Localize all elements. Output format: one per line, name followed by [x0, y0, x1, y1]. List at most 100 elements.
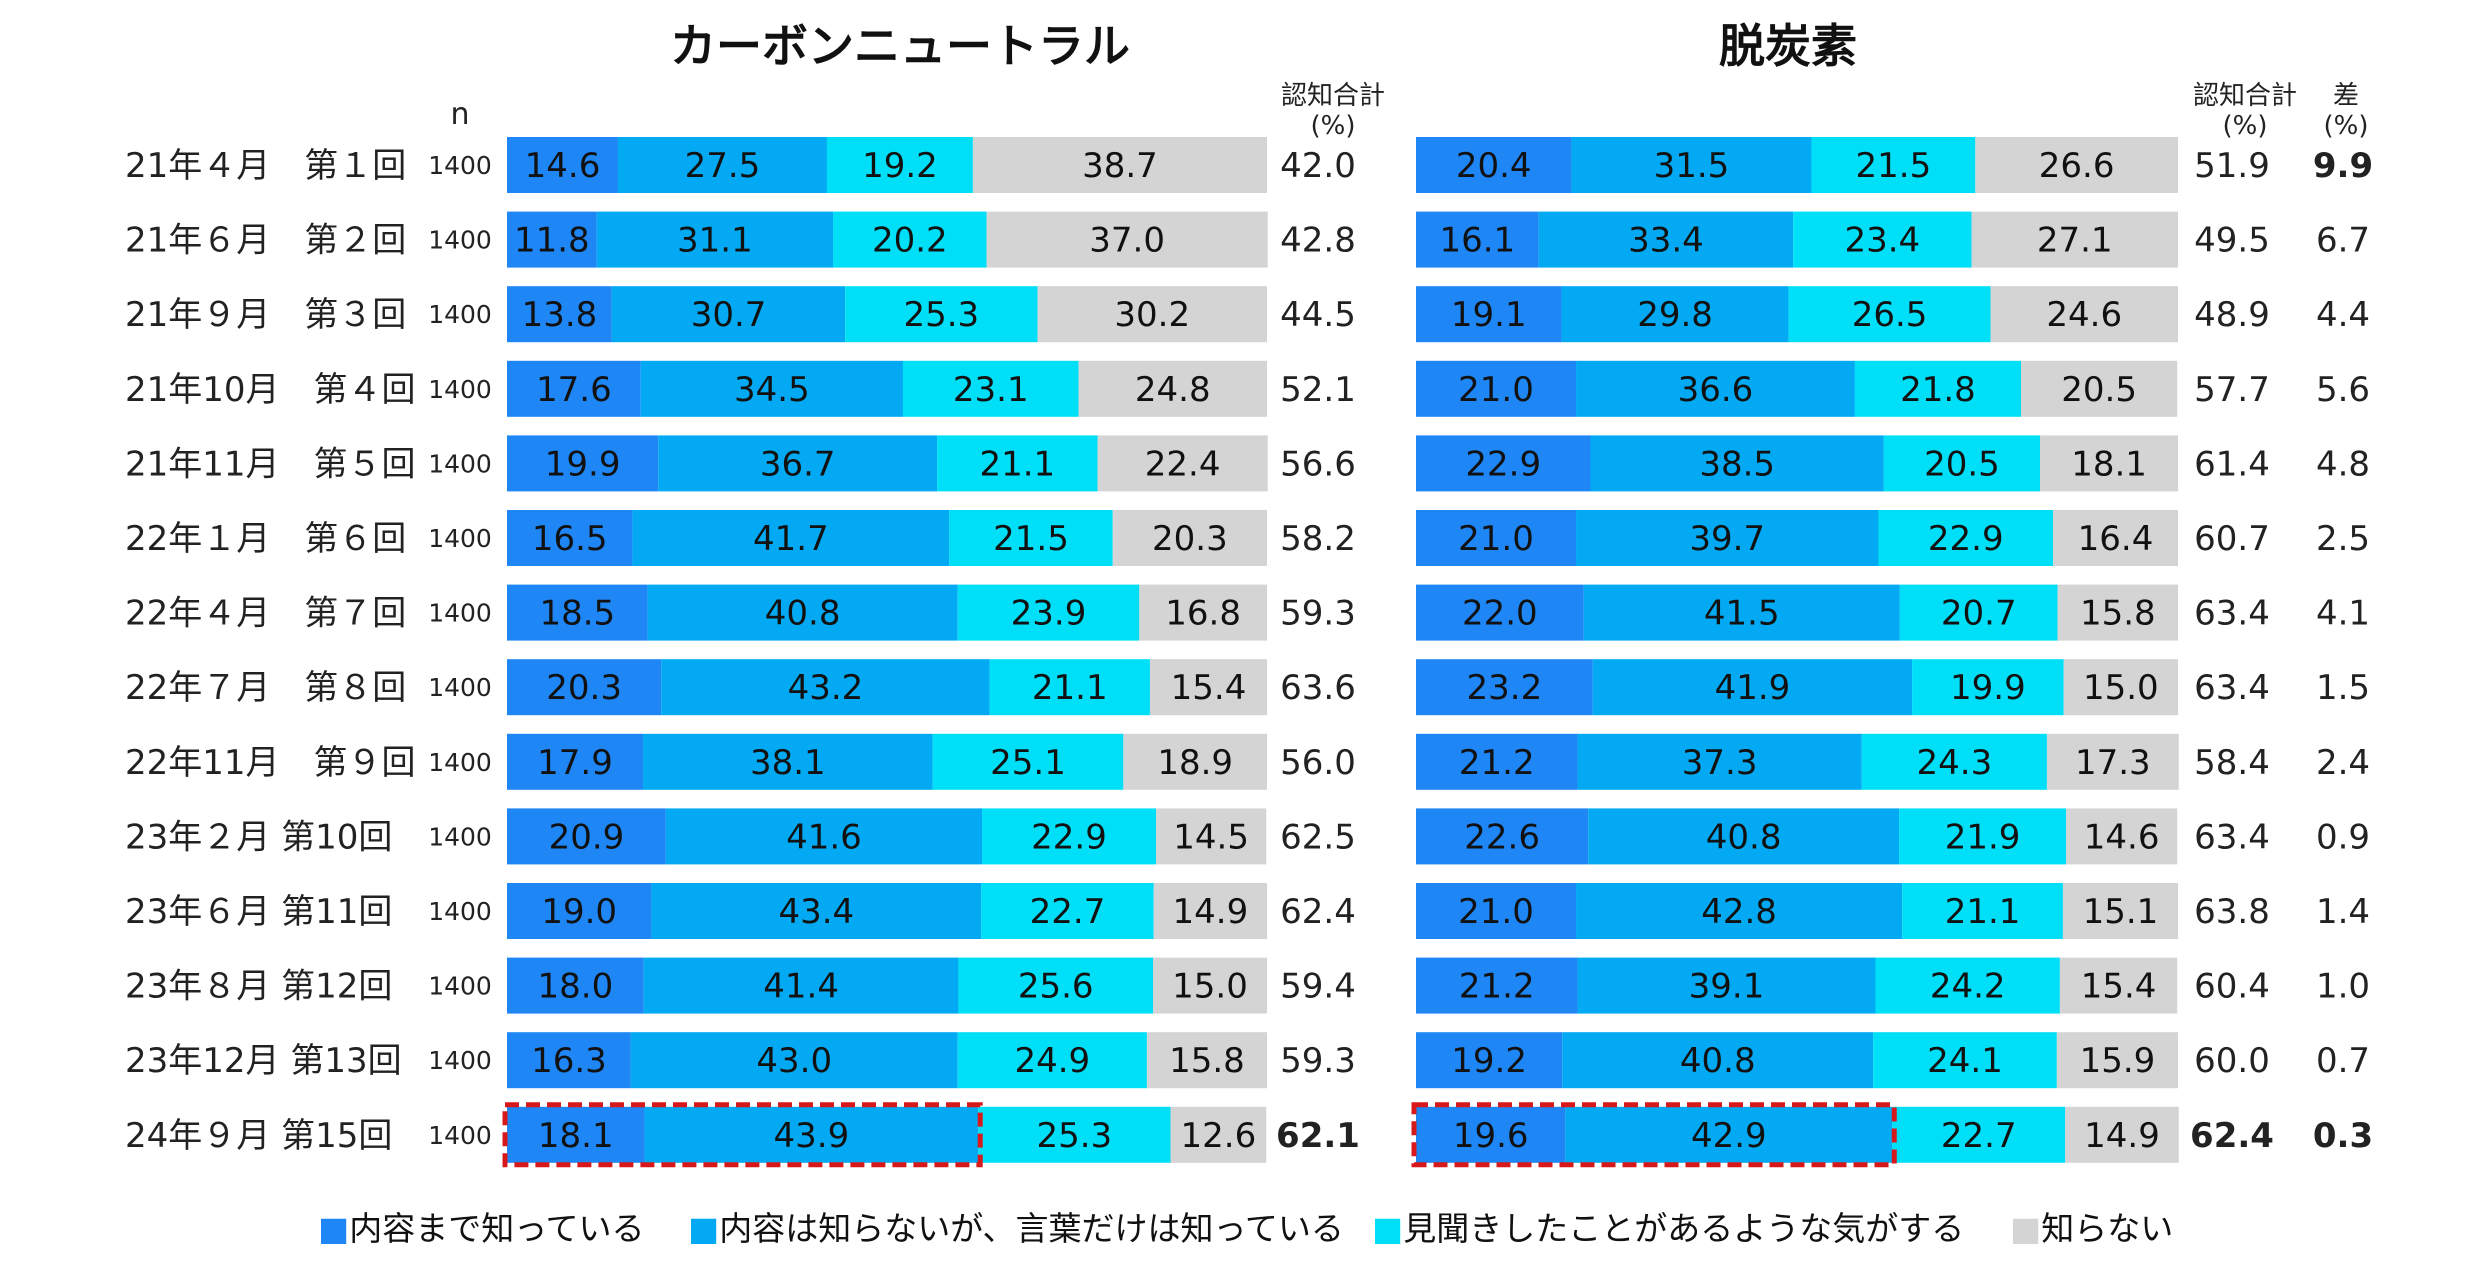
left-bar-10-seg-1 [651, 883, 982, 939]
left-bar-2-seg-1 [611, 286, 846, 343]
legend-swatch-1: ■ [688, 1209, 719, 1248]
right-total-7: 63.4 [2194, 668, 2270, 708]
left-bar-8-label-0: 17.9 [537, 743, 613, 783]
left-bar-13-label-2: 25.3 [1036, 1116, 1112, 1156]
left-bar-6-label-1: 40.8 [765, 594, 841, 634]
legend-swatch-3: ■ [2010, 1209, 2041, 1248]
right-bar-6-seg-0 [1416, 584, 1584, 641]
left-total-11: 59.4 [1280, 967, 1356, 1007]
left-chart-title: カーボンニュートラル [670, 19, 1130, 73]
right-bar-10-label-2: 21.1 [1945, 892, 2021, 932]
right-bar-7-label-3: 15.0 [2083, 668, 2159, 708]
right-bar-9-seg-3 [2065, 808, 2178, 865]
left-bar-9-label-3: 14.5 [1173, 817, 1249, 857]
right-bar-1-label-1: 33.4 [1628, 221, 1704, 261]
left-bar-10-label-3: 14.9 [1173, 892, 1249, 932]
right-bar-5-seg-1 [1576, 510, 1879, 566]
diff-value-0: 9.9 [2313, 146, 2373, 186]
right-bar-11-label-2: 24.2 [1930, 967, 2006, 1007]
right-bar-9-label-0: 22.6 [1464, 817, 1540, 857]
right-bar-6-label-0: 22.0 [1462, 594, 1538, 634]
n-value-6: 1400 [428, 599, 492, 628]
diff-value-2: 4.4 [2316, 295, 2370, 335]
left-bar-1-label-2: 20.2 [872, 221, 948, 261]
left-bar-2-label-0: 13.8 [522, 295, 598, 335]
right-bar-9-label-1: 40.8 [1706, 817, 1782, 857]
left-total-6: 59.3 [1280, 594, 1356, 634]
right-bar-7-seg-2 [1912, 659, 2064, 716]
right-bar-2-label-1: 29.8 [1637, 295, 1713, 335]
right-bar-3-label-0: 21.0 [1458, 370, 1534, 410]
right-bar-10-seg-0 [1416, 883, 1577, 939]
left-bar-12-label-2: 24.9 [1014, 1041, 1090, 1081]
right-bar-0-seg-3 [1975, 137, 2178, 193]
right-total-header-line1: 認知合計 [2193, 81, 2297, 111]
left-bar-2-label-2: 25.3 [903, 295, 979, 335]
left-bar-6-label-3: 16.8 [1165, 594, 1241, 634]
left-bar-4-seg-0 [507, 435, 659, 492]
right-bar-10-seg-2 [1902, 883, 2063, 939]
legend-item-1: ■内容は知らないが、言葉だけは知っている [688, 1209, 1344, 1248]
right-bar-13-label-2: 22.7 [1941, 1116, 2017, 1156]
left-bar-12-label-1: 43.0 [756, 1041, 832, 1081]
left-total-0: 42.0 [1280, 146, 1356, 186]
right-bar-3-seg-0 [1416, 360, 1577, 417]
left-total-3: 52.1 [1280, 370, 1356, 410]
n-value-1: 1400 [428, 226, 492, 255]
left-bar-11-label-0: 18.0 [538, 967, 614, 1007]
diff-value-12: 0.7 [2316, 1041, 2370, 1081]
n-value-5: 1400 [428, 524, 492, 553]
right-total-1: 49.5 [2194, 221, 2270, 261]
left-bar-1-label-0: 11.8 [514, 221, 590, 261]
right-bar-0-seg-0 [1416, 137, 1572, 193]
left-bar-13-seg-3 [1170, 1106, 1267, 1163]
left-total-5: 58.2 [1280, 519, 1356, 559]
n-value-9: 1400 [428, 822, 492, 851]
right-bar-7-label-1: 41.9 [1715, 668, 1791, 708]
right-bar-9-label-3: 14.6 [2084, 817, 2160, 857]
left-bar-9-label-2: 22.9 [1031, 817, 1107, 857]
left-bar-8-label-3: 18.9 [1157, 743, 1233, 783]
left-bar-3-seg-3 [1078, 360, 1267, 417]
left-bar-7-label-1: 43.2 [788, 668, 864, 708]
right-bar-4-seg-2 [1883, 435, 2041, 492]
left-total-header-line1: 認知合計 [1281, 81, 1385, 111]
right-bar-6-label-1: 41.5 [1704, 594, 1780, 634]
right-bar-11-label-3: 15.4 [2081, 967, 2157, 1007]
right-bar-5-label-1: 39.7 [1689, 519, 1765, 559]
row-label-7: 22年７月 第８回 [125, 668, 406, 708]
left-bar-12-label-3: 15.8 [1169, 1041, 1245, 1081]
right-bar-10-seg-3 [2062, 883, 2178, 939]
left-bar-1-label-1: 31.1 [677, 221, 753, 261]
left-bar-11-label-2: 25.6 [1018, 967, 1094, 1007]
right-bar-4-seg-0 [1416, 435, 1591, 492]
right-bar-2-seg-2 [1788, 286, 1991, 343]
right-bar-4-label-2: 20.5 [1924, 444, 2000, 484]
right-bar-13-seg-1 [1565, 1106, 1893, 1163]
left-bar-9-seg-0 [507, 808, 666, 865]
left-bar-8-label-1: 38.1 [750, 743, 826, 783]
right-bar-11-seg-0 [1416, 957, 1578, 1014]
left-bar-3-seg-2 [902, 360, 1079, 417]
row-label-1: 21年６月 第２回 [125, 221, 406, 261]
n-value-7: 1400 [428, 673, 492, 702]
right-bar-7-seg-3 [2063, 659, 2178, 716]
left-bar-13-label-0: 18.1 [538, 1116, 614, 1156]
right-bar-8-seg-2 [1861, 733, 2047, 790]
left-bar-11-label-3: 15.0 [1172, 967, 1248, 1007]
left-bar-8-seg-1 [643, 733, 933, 790]
left-total-12: 59.3 [1280, 1041, 1356, 1081]
left-bar-7-seg-3 [1149, 659, 1267, 716]
left-bar-5-label-1: 41.7 [753, 519, 829, 559]
right-bar-2-seg-1 [1561, 286, 1789, 343]
left-bar-5-seg-0 [507, 510, 633, 566]
left-bar-2-seg-0 [507, 286, 612, 343]
left-bar-0-label-0: 14.6 [525, 146, 601, 186]
right-bar-6-seg-3 [2057, 584, 2178, 641]
n-value-11: 1400 [428, 972, 492, 1001]
left-bar-5-seg-2 [949, 510, 1113, 566]
left-total-8: 56.0 [1280, 743, 1356, 783]
left-bar-13-seg-0 [507, 1106, 645, 1163]
right-bar-12-seg-0 [1416, 1032, 1563, 1089]
n-header: n [450, 97, 469, 132]
